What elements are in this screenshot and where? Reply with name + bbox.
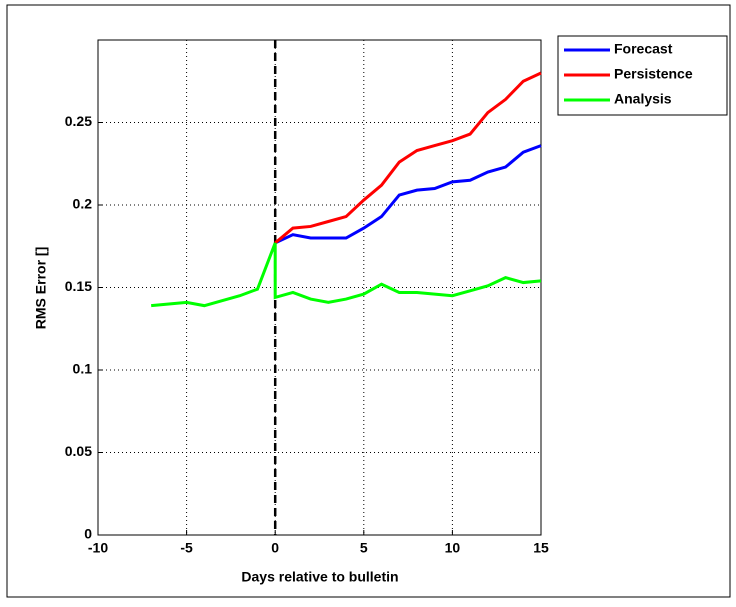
x-tick-label: -5 [180, 540, 193, 556]
legend-label: Forecast [614, 41, 673, 57]
axes-box [97, 39, 542, 536]
y-tick-label: 0.1 [73, 361, 93, 377]
x-tick-label: -10 [88, 540, 108, 556]
legend-label: Persistence [614, 66, 693, 82]
y-tick-label: 0.15 [65, 278, 92, 294]
legend-label: Analysis [614, 91, 672, 107]
series-line [274, 71, 542, 245]
y-tick-label: 0.05 [65, 443, 92, 459]
x-tick-label: 15 [533, 540, 549, 556]
series-line [151, 242, 542, 308]
plot-area [98, 40, 541, 535]
series-line [274, 144, 542, 245]
x-tick-label: 5 [360, 540, 368, 556]
y-axis-label: RMS Error [] [33, 247, 49, 329]
x-tick-label: 0 [271, 540, 279, 556]
y-tick-label: 0.2 [73, 196, 93, 212]
x-axis-label: Days relative to bulletin [241, 569, 398, 585]
y-tick-label: 0.25 [65, 113, 92, 129]
y-tick-label: 0 [84, 526, 92, 542]
x-tick-label: 10 [445, 540, 461, 556]
